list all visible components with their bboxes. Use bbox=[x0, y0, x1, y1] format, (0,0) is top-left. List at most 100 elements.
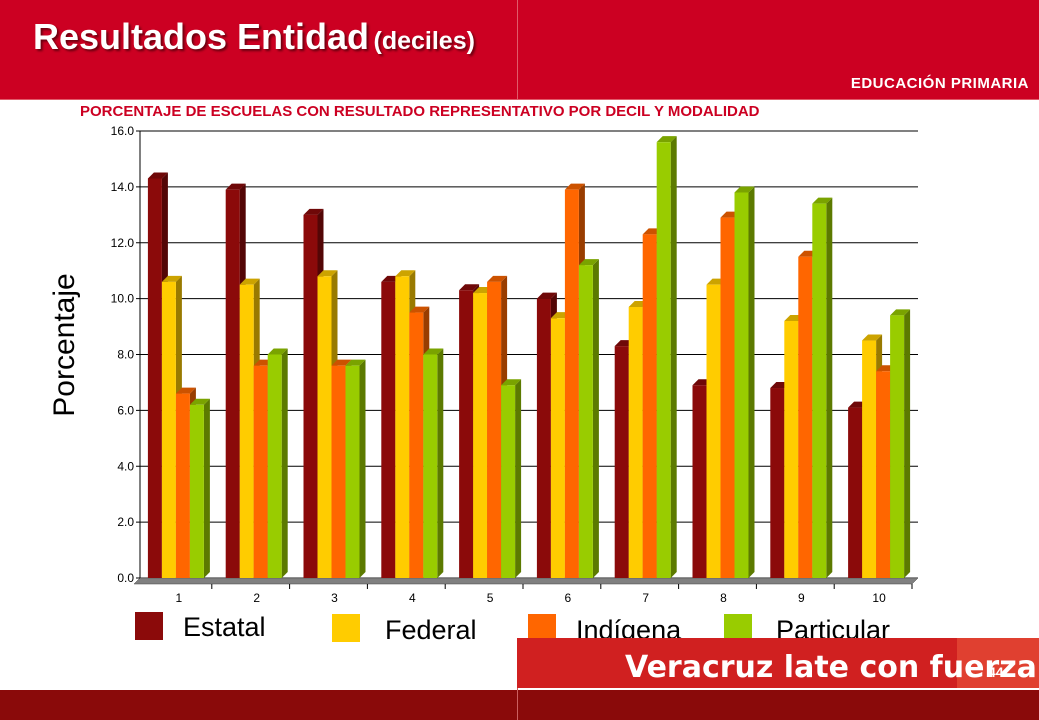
page-number: 44 bbox=[988, 664, 1004, 680]
header-band bbox=[0, 0, 1039, 100]
legend-label-federal: Federal bbox=[385, 615, 477, 645]
bar-2-2 bbox=[331, 365, 346, 578]
legend-swatch-indigena bbox=[528, 614, 556, 642]
bar-side bbox=[904, 309, 911, 578]
footer-slogan-box bbox=[517, 638, 957, 688]
bar-top bbox=[423, 348, 444, 355]
bar-top bbox=[812, 197, 833, 204]
legend-swatch-estatal bbox=[135, 612, 163, 640]
bar-0-0 bbox=[147, 178, 162, 578]
y-tick-label: 14.0 bbox=[111, 180, 135, 194]
bar-5-2 bbox=[564, 189, 579, 578]
bar-top bbox=[395, 270, 416, 277]
bar-1-1 bbox=[239, 284, 254, 578]
bar-7-3 bbox=[734, 192, 749, 578]
x-tick-label: 7 bbox=[642, 591, 649, 605]
y-axis-label: Porcentaje bbox=[48, 273, 81, 417]
footer-page-box bbox=[957, 638, 1039, 688]
bar-top bbox=[734, 186, 755, 193]
bar-top bbox=[225, 183, 246, 190]
title-main: Resultados Entidad bbox=[33, 16, 370, 57]
legend-label-estatal: Estatal bbox=[183, 612, 266, 642]
bar-5-3 bbox=[578, 265, 593, 578]
footer-divider bbox=[517, 688, 518, 720]
x-tick-label: 1 bbox=[176, 591, 183, 605]
x-tick-label: 6 bbox=[565, 591, 572, 605]
bar-1-0 bbox=[225, 189, 240, 578]
bar-3-2 bbox=[409, 312, 424, 578]
bar-top bbox=[501, 379, 522, 386]
chart-floor bbox=[133, 577, 919, 585]
bar-side bbox=[515, 379, 522, 578]
bar-7-0 bbox=[692, 385, 707, 578]
bar-top bbox=[862, 334, 883, 341]
bar-top bbox=[459, 284, 480, 291]
bar-8-2 bbox=[798, 256, 813, 578]
bar-top bbox=[161, 275, 182, 282]
bar-9-0 bbox=[848, 407, 863, 578]
y-tick-label: 6.0 bbox=[117, 403, 134, 417]
bar-top bbox=[303, 208, 324, 215]
bar-0-3 bbox=[189, 404, 204, 578]
legend-swatch-particular bbox=[724, 614, 752, 642]
x-tick-label: 4 bbox=[409, 591, 416, 605]
bar-6-1 bbox=[628, 307, 643, 578]
bar-8-3 bbox=[812, 203, 827, 578]
footer-bar bbox=[0, 690, 1039, 720]
bar-8-1 bbox=[784, 320, 799, 578]
bar-3-0 bbox=[381, 281, 396, 578]
bar-2-1 bbox=[317, 276, 332, 578]
footer-slogan: Veracruz late con fuerza bbox=[625, 650, 1037, 685]
bar-top bbox=[317, 270, 338, 277]
page-title: Resultados Entidad (deciles) bbox=[33, 16, 475, 58]
bar-6-2 bbox=[642, 234, 657, 578]
bar-4-0 bbox=[459, 290, 474, 578]
y-tick-label: 2.0 bbox=[117, 515, 134, 529]
bar-5-0 bbox=[536, 298, 551, 578]
bar-side bbox=[281, 348, 288, 578]
legend-swatch-federal bbox=[332, 614, 360, 642]
bar-5-1 bbox=[550, 318, 565, 578]
bar-top bbox=[656, 136, 677, 143]
bar-4-3 bbox=[501, 385, 516, 578]
bar-top bbox=[890, 309, 911, 316]
x-tick-label: 5 bbox=[487, 591, 494, 605]
bar-top bbox=[564, 183, 585, 190]
y-tick-label: 12.0 bbox=[111, 236, 135, 250]
title-sub: (deciles) bbox=[373, 27, 475, 55]
bar-top bbox=[239, 278, 260, 285]
bar-top bbox=[331, 359, 352, 366]
bar-top bbox=[487, 275, 508, 282]
bar-top bbox=[175, 387, 196, 394]
x-tick-label: 9 bbox=[798, 591, 805, 605]
bar-side bbox=[748, 186, 755, 578]
bar-side bbox=[592, 259, 599, 578]
bar-7-1 bbox=[706, 284, 721, 578]
bar-0-1 bbox=[161, 281, 176, 578]
y-tick-label: 10.0 bbox=[111, 292, 135, 306]
bar-9-1 bbox=[862, 340, 877, 578]
bar-top bbox=[578, 259, 599, 266]
bar-1-2 bbox=[253, 365, 268, 578]
y-tick-label: 0.0 bbox=[117, 571, 134, 585]
bar-side bbox=[203, 398, 210, 578]
bar-3-1 bbox=[395, 276, 410, 578]
bar-9-3 bbox=[890, 315, 905, 578]
bar-6-0 bbox=[614, 346, 629, 578]
bar-4-1 bbox=[473, 293, 488, 578]
bar-1-3 bbox=[267, 354, 282, 578]
x-tick-label: 3 bbox=[331, 591, 338, 605]
bar-2-3 bbox=[345, 365, 360, 578]
bar-0-2 bbox=[175, 393, 190, 578]
subheading: EDUCACIÓN PRIMARIA bbox=[850, 75, 1029, 92]
bar-side bbox=[359, 359, 366, 578]
bar-2-0 bbox=[303, 214, 318, 578]
bar-top bbox=[345, 359, 366, 366]
bar-3-3 bbox=[423, 354, 438, 578]
bar-side bbox=[437, 348, 444, 578]
x-tick-label: 2 bbox=[253, 591, 260, 605]
x-tick-label: 8 bbox=[720, 591, 727, 605]
x-tick-label: 10 bbox=[872, 591, 886, 605]
bar-8-0 bbox=[770, 388, 785, 578]
bar-top bbox=[536, 292, 557, 299]
